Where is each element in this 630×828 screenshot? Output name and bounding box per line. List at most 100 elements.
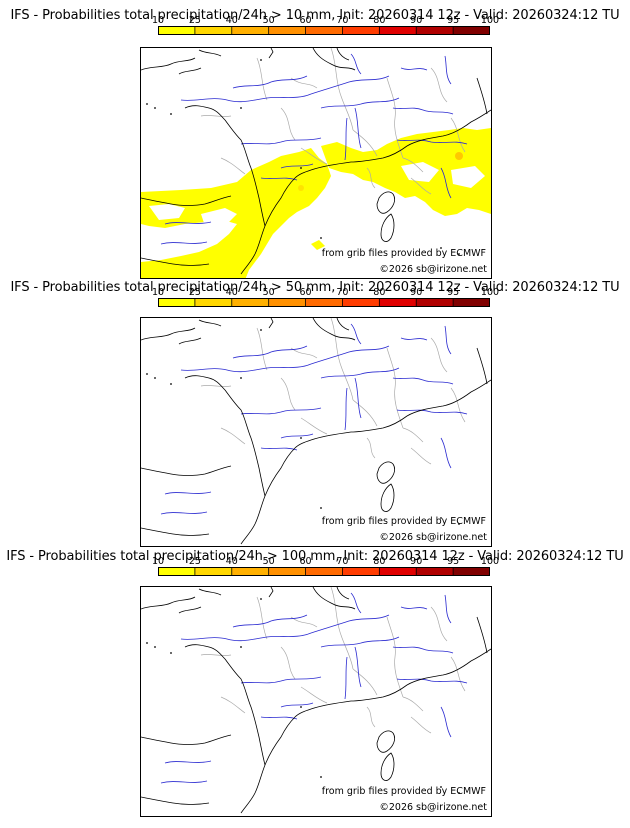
coast-line (312, 318, 356, 341)
colorbar-tick-label: 60 (299, 287, 312, 298)
coast-line (184, 105, 266, 227)
coast-line (141, 596, 196, 610)
coast-line (264, 708, 312, 766)
island-dot (440, 247, 442, 249)
border-line (386, 77, 404, 159)
river-line (354, 646, 362, 688)
river-line (232, 75, 308, 89)
colorbar-segment (342, 26, 380, 35)
border-line (256, 596, 268, 640)
border-line (200, 385, 232, 387)
precip-gap (201, 208, 237, 226)
river-line (396, 409, 468, 415)
coast-line (264, 169, 312, 227)
colorbar-tick-label: 90 (410, 556, 423, 567)
border-line (200, 115, 232, 117)
river-line (392, 107, 454, 115)
border-line (330, 318, 354, 401)
border-line (366, 437, 376, 459)
river-line (440, 437, 452, 469)
border-line (352, 668, 378, 696)
colorbar-segment (194, 298, 233, 307)
colorbar-tick-label: 10 (151, 556, 165, 567)
colorbar-tick-label: 80 (373, 556, 386, 567)
river-line (344, 656, 348, 700)
river-line (354, 107, 362, 149)
colorbar-tick-label: 25 (188, 15, 201, 26)
river-line (440, 706, 452, 738)
river-line (444, 594, 452, 624)
island-dot (170, 652, 172, 654)
border-line (450, 117, 466, 153)
colorbar-tick-label: 10 (151, 287, 165, 298)
river-line (280, 163, 314, 169)
river-line (310, 345, 390, 365)
coast-line (178, 337, 202, 345)
border-line (430, 606, 448, 642)
border-line (386, 616, 404, 698)
colorbar-segment (305, 567, 343, 576)
coast-line (141, 465, 232, 476)
river-line (310, 614, 390, 634)
island-dot (146, 103, 148, 105)
border-line (352, 399, 378, 427)
colorbar-segment (194, 26, 233, 35)
border-line (366, 706, 376, 728)
river-line (240, 676, 322, 684)
island-dot (300, 437, 302, 439)
colorbar-tick-label: 95 (447, 287, 460, 298)
river-line (344, 387, 348, 431)
colorbar-segment (231, 298, 270, 307)
coast-line (198, 588, 222, 596)
colorbar-tick-label: 80 (373, 15, 386, 26)
river-line (260, 716, 298, 720)
map-area: from grib files provided by ECMWF ©2026 … (140, 586, 492, 817)
coast-line (476, 77, 488, 115)
colorbar-ticks: 10 25 40 50 60 70 80 90 95 100 (152, 287, 499, 298)
colorbar-segment (158, 298, 196, 307)
colorbar-svg (158, 26, 490, 35)
island-dot (440, 786, 442, 788)
river-line (400, 67, 428, 71)
island-dot (260, 329, 262, 331)
colorbar-tick-label: 50 (262, 287, 275, 298)
colorbar-tick-label: 40 (225, 287, 238, 298)
rivers (160, 323, 468, 515)
coast-line (141, 57, 196, 71)
river-line (400, 337, 428, 341)
colorbar-tick-label: 100 (480, 287, 500, 298)
border-line (200, 654, 232, 656)
island-dot (458, 792, 460, 794)
border-line (280, 107, 296, 141)
coast-line (476, 347, 488, 385)
river-line (440, 167, 452, 199)
coastline (141, 587, 491, 814)
coast-line (376, 191, 395, 214)
colorbar-tick-label: 40 (225, 556, 238, 567)
river-line (164, 491, 212, 495)
river-line (344, 117, 348, 161)
basemap-svg (141, 318, 491, 545)
island-dot (320, 237, 322, 239)
river-line (232, 345, 308, 359)
island-dot (458, 523, 460, 525)
basemap-svg (141, 48, 491, 278)
river-line (232, 614, 308, 628)
coast-line (380, 213, 395, 242)
colorbar-segment (268, 26, 307, 35)
river-line (280, 702, 314, 708)
coast-line (310, 109, 491, 171)
colorbar-segment (305, 26, 343, 35)
source-credit: from grib files provided by ECMWF (321, 248, 486, 259)
coast-line (380, 483, 395, 512)
island-dot (300, 706, 302, 708)
river-line (444, 325, 452, 355)
colorbar-segment (453, 567, 490, 576)
precip-area (141, 148, 331, 278)
precip-gap (451, 166, 485, 188)
coast-line (178, 606, 202, 614)
island-dot (154, 377, 156, 379)
coast-line (312, 48, 356, 71)
colorbar-segment (158, 26, 196, 35)
river-line (180, 632, 312, 642)
